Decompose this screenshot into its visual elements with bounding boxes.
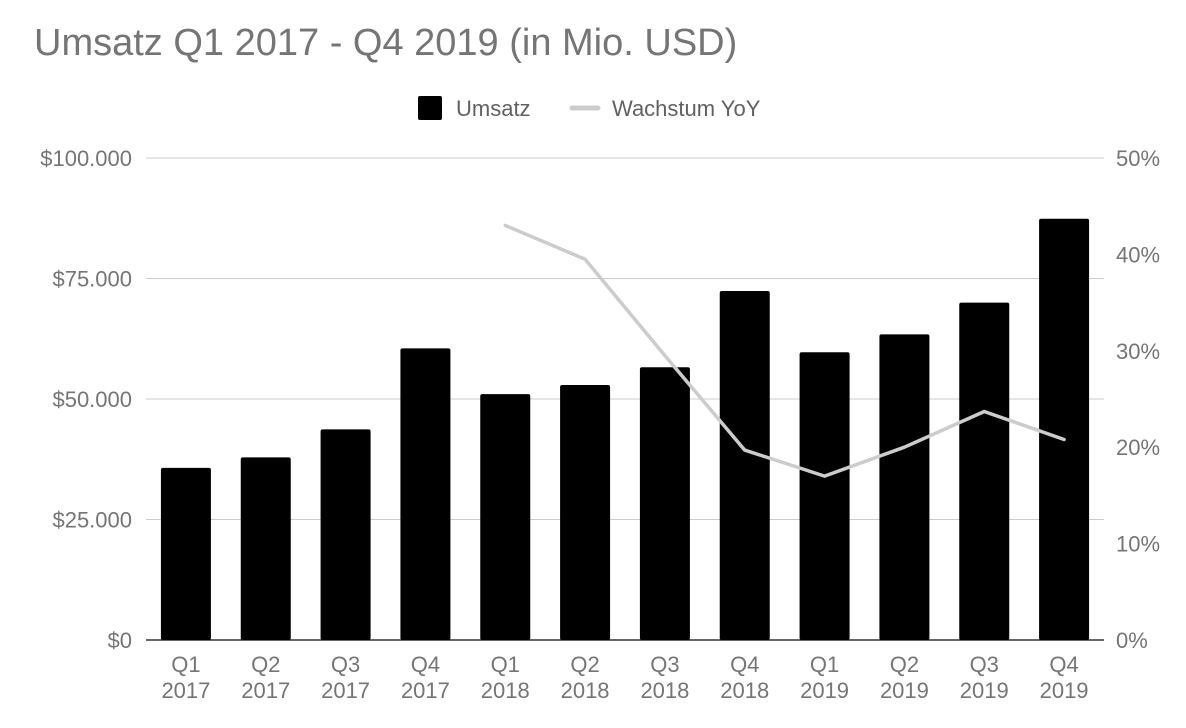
legend-label-wachstum: Wachstum YoY bbox=[612, 96, 761, 121]
x-tick-label: 2019 bbox=[880, 678, 929, 703]
x-tick-label: 2019 bbox=[1040, 678, 1089, 703]
bar bbox=[480, 394, 531, 640]
bar bbox=[639, 367, 690, 640]
x-tick-label: Q2 bbox=[890, 652, 919, 677]
bar bbox=[799, 352, 850, 640]
line-path bbox=[503, 223, 1066, 478]
line-series-wachstum bbox=[503, 223, 1066, 478]
x-tick-label: 2017 bbox=[321, 678, 370, 703]
left-tick-label: $100.000 bbox=[40, 146, 132, 171]
left-tick-label: $0 bbox=[108, 628, 132, 653]
x-tick-label: 2019 bbox=[960, 678, 1009, 703]
bar bbox=[560, 385, 611, 640]
x-tick-label: Q4 bbox=[730, 652, 759, 677]
x-tick-label: 2017 bbox=[161, 678, 210, 703]
x-tick-label: Q2 bbox=[251, 652, 280, 677]
x-tick-label: Q3 bbox=[970, 652, 999, 677]
right-axis: 0% 10% 20% 30% 40% 50% bbox=[1116, 146, 1160, 653]
x-tick-label: Q1 bbox=[491, 652, 520, 677]
bar bbox=[1039, 218, 1090, 640]
legend: Umsatz Wachstum YoY bbox=[418, 96, 761, 121]
bar bbox=[959, 302, 1010, 640]
x-tick-label: 2018 bbox=[640, 678, 689, 703]
gridlines bbox=[146, 157, 1104, 641]
bar-series-umsatz bbox=[160, 218, 1090, 640]
right-tick-label: 10% bbox=[1116, 532, 1160, 557]
right-tick-label: 0% bbox=[1116, 628, 1148, 653]
x-tick-label: 2018 bbox=[561, 678, 610, 703]
x-tick-label: 2019 bbox=[800, 678, 849, 703]
bar bbox=[240, 457, 291, 640]
x-tick-label: Q3 bbox=[650, 652, 679, 677]
bar bbox=[320, 429, 371, 640]
left-tick-label: $50.000 bbox=[52, 387, 132, 412]
right-tick-label: 50% bbox=[1116, 146, 1160, 171]
right-tick-label: 20% bbox=[1116, 435, 1160, 460]
left-tick-label: $75.000 bbox=[52, 267, 132, 292]
x-tick-label: Q4 bbox=[1049, 652, 1078, 677]
x-tick-label: 2017 bbox=[401, 678, 450, 703]
right-tick-label: 40% bbox=[1116, 242, 1160, 267]
legend-swatch-umsatz bbox=[418, 96, 442, 120]
x-tick-label: 2018 bbox=[481, 678, 530, 703]
x-tick-label: Q2 bbox=[570, 652, 599, 677]
x-tick-label: Q1 bbox=[171, 652, 200, 677]
bar bbox=[160, 467, 211, 640]
bar bbox=[879, 334, 930, 640]
x-tick-label: Q1 bbox=[810, 652, 839, 677]
x-tick-label: 2018 bbox=[720, 678, 769, 703]
x-tick-label: Q4 bbox=[411, 652, 440, 677]
x-tick-label: 2017 bbox=[241, 678, 290, 703]
x-tick-label: Q3 bbox=[331, 652, 360, 677]
right-tick-label: 30% bbox=[1116, 339, 1160, 364]
left-tick-label: $25.000 bbox=[52, 508, 132, 533]
bar bbox=[719, 291, 770, 640]
left-axis: $0 $25.000 $50.000 $75.000 $100.000 bbox=[40, 146, 132, 653]
bar bbox=[400, 348, 451, 640]
legend-label-umsatz: Umsatz bbox=[456, 96, 531, 121]
x-axis: Q12017Q22017Q32017Q42017Q12018Q22018Q320… bbox=[161, 652, 1088, 703]
chart-title: Umsatz Q1 2017 - Q4 2019 (in Mio. USD) bbox=[34, 22, 738, 64]
